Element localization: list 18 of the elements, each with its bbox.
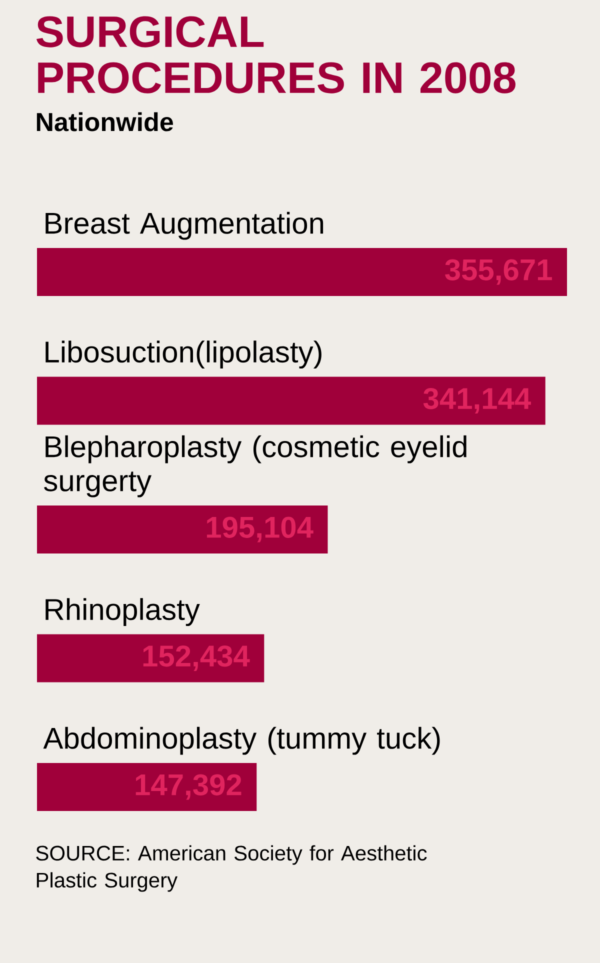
y-tick-label: Rhinoplasty	[46, 598, 200, 626]
y-tick-label: Libosuction(lipolasty)	[46, 340, 322, 369]
data-label: 195,104	[206, 516, 314, 542]
data-label: 147,392	[136, 774, 242, 800]
chart-subtitle: Nationwide	[36, 112, 173, 132]
data-label: 152,434	[143, 645, 250, 672]
bar	[37, 763, 257, 812]
y-tick-label: Breast Augmentation	[46, 212, 324, 240]
y-tick-label: Blepharoplasty (cosmetic eyelid surgerty	[44, 435, 466, 498]
source-note: SOURCE: American Society for Aesthetic Plastic Surgery	[36, 845, 427, 892]
y-tick-label: Abdominoplasty (tummy tuck)	[43, 726, 440, 755]
bar	[37, 376, 546, 425]
bar	[37, 506, 328, 554]
bar	[37, 634, 264, 682]
chart-title: SURGICAL PROCEDURES IN 2008	[36, 16, 516, 94]
bar	[37, 248, 568, 296]
data-label: 355,671	[445, 259, 552, 285]
data-label: 341,144	[423, 388, 531, 414]
